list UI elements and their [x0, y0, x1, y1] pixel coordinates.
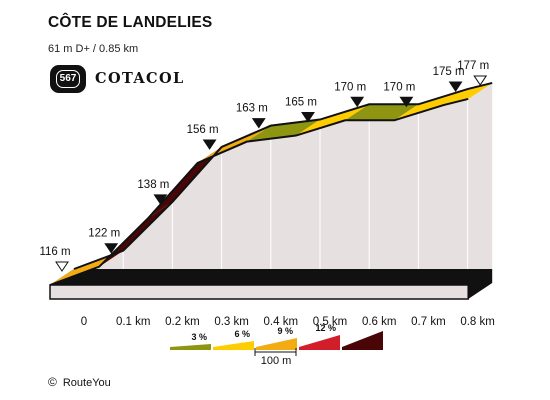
altitude-label: 138 m [137, 179, 169, 191]
altitude-label: 170 m [334, 81, 366, 93]
legend-label: 3 % [191, 332, 207, 342]
altitude-marker-icon [153, 194, 168, 205]
credit-text: RouteYou [62, 377, 111, 389]
footer-credit: © RouteYou [48, 375, 111, 389]
x-tick-label: 0.2 km [165, 316, 200, 328]
x-tick-label: 0.8 km [460, 316, 495, 328]
legend-swatch [170, 344, 211, 350]
altitude-label: 163 m [236, 103, 268, 115]
start-end-marker-icon [55, 261, 69, 272]
x-tick-label: 0.5 km [313, 316, 348, 328]
legend-swatch [256, 338, 297, 350]
altitude-marker-icon [202, 139, 217, 150]
altitude-label: 170 m [383, 81, 415, 93]
x-tick-label: 0.1 km [116, 316, 151, 328]
legend-swatch [213, 341, 254, 350]
legend-label: 12 % [315, 323, 336, 333]
x-tick-label: 0.6 km [362, 316, 397, 328]
altitude-label: 156 m [187, 124, 219, 136]
legend-swatch [342, 331, 383, 350]
x-tick-label: 0.4 km [264, 316, 299, 328]
altitude-marker-icon [399, 96, 414, 108]
altitude-marker-icon [251, 118, 266, 129]
profile-segment [443, 82, 493, 106]
profile-segment [394, 89, 468, 121]
profile-side-wall [74, 82, 493, 269]
profile-segment [246, 119, 320, 142]
profile-segment [345, 104, 419, 121]
chart-title: CÔTE DE LANDELIES [48, 14, 213, 31]
altitude-marker-icon [104, 243, 119, 254]
altitude-marker-icon [301, 112, 315, 123]
altitude-marker-icon [448, 81, 463, 92]
start-end-marker-icon [473, 75, 488, 86]
legend-label: 6 % [234, 329, 250, 339]
copyright-icon: © [48, 375, 57, 389]
x-tick-label: 0.3 km [214, 316, 249, 328]
scale-bar-label: 100 m [261, 355, 292, 367]
profile-back-edge [73, 81, 493, 270]
altitude-label: 165 m [285, 97, 317, 109]
chart-subtitle: 61 m D+ / 0.85 km [48, 43, 139, 55]
legend-label: 9 % [277, 326, 293, 336]
brand-logo: COTACOL [95, 70, 185, 87]
legend-swatch [299, 335, 340, 350]
profile-floor-front [49, 284, 469, 300]
profile-front-edge [49, 97, 469, 286]
altitude-marker-icon [350, 96, 365, 108]
x-tick-label: 0 [81, 316, 87, 328]
cotacol-badge-icon: 567 [50, 65, 86, 93]
x-tick-label: 0.7 km [411, 316, 446, 328]
altitude-label: 177 m [457, 60, 489, 72]
altitude-label: 175 m [433, 66, 465, 78]
profile-segment [50, 250, 124, 285]
altitude-label: 122 m [88, 228, 120, 240]
profile-segment [148, 147, 222, 218]
profile-segment [296, 104, 370, 136]
altitude-label: 116 m [39, 246, 70, 258]
badge-number: 567 [56, 70, 80, 88]
profile-segment [99, 201, 173, 267]
